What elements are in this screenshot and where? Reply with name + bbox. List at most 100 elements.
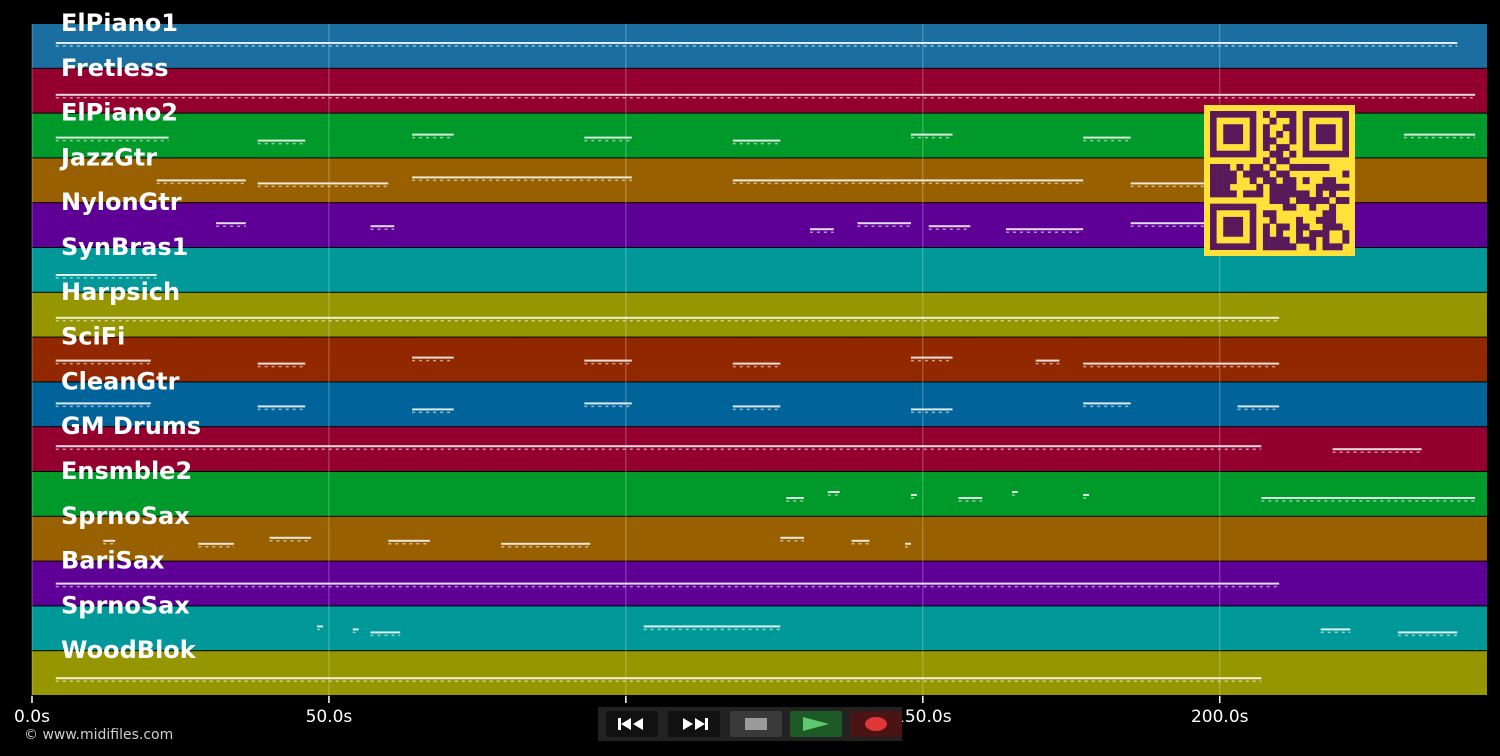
note-mark [412,408,454,411]
qr-code [1204,105,1355,256]
qr-module [1329,223,1337,231]
qr-module [1276,230,1284,238]
qr-module [1262,177,1270,185]
qr-module [1296,236,1303,244]
qr-module [1289,130,1297,138]
qr-module [1243,190,1251,198]
qr-module [1322,197,1330,204]
note-mark [1332,448,1422,451]
qr-module [1322,223,1330,231]
qr-module [1256,163,1264,171]
note-mark [257,182,389,185]
qr-module [1262,157,1270,165]
qr-module [1276,111,1284,118]
qr-module [1296,230,1303,238]
note-mark [786,497,805,499]
qr-module [1269,183,1277,191]
qr-module [1322,236,1330,244]
note-mark [370,225,395,228]
track-lane [32,472,1487,516]
note-mark [910,133,953,136]
qr-module [1269,216,1277,224]
note-mark [216,222,246,225]
qr-module [1210,170,1217,178]
note-mark [643,625,781,628]
qr-module [1229,190,1237,198]
play-button[interactable] [790,711,842,737]
qr-finder [1315,124,1336,145]
qr-module [1302,197,1310,204]
track-lane [32,337,1487,382]
note-mark [55,274,157,276]
qr-module [1342,197,1350,204]
qr-module [1282,144,1290,152]
track-lane [32,292,1487,337]
stop-button[interactable] [730,711,782,737]
qr-module [1276,236,1284,244]
note-mark [910,494,917,496]
qr-module [1335,243,1343,251]
track-lane [32,606,1487,651]
qr-module [1269,197,1277,204]
qr-module [1216,177,1224,185]
qr-module [1282,197,1290,204]
note-mark [928,225,971,228]
qr-module [1269,117,1277,125]
qr-module [1276,170,1284,178]
record-button[interactable] [850,711,902,737]
note-mark [257,139,306,142]
track-name-label: SprnoSax [61,591,190,619]
qr-module [1269,150,1277,158]
note-mark [1320,628,1351,631]
qr-module [1296,163,1303,171]
qr-module [1223,170,1231,178]
qr-module [1342,230,1350,238]
track-name-label: SciFi [61,323,125,351]
qr-module [1289,177,1297,185]
qr-module [1282,190,1290,198]
qr-module [1282,183,1290,191]
track-name-label: NylonGtr [61,188,182,216]
note-mark [1083,136,1131,139]
qr-module [1335,197,1343,204]
track-name-label: Ensmble2 [61,457,192,485]
qr-module [1249,190,1257,198]
track-lane [32,516,1487,561]
qr-module [1342,236,1350,244]
qr-module [1262,236,1270,244]
qr-module [1282,203,1290,211]
note-mark [584,136,632,139]
note-mark [257,362,306,365]
qr-module [1342,183,1350,191]
note-mark [1005,228,1084,231]
note-mark [910,408,953,411]
fast-forward-icon [683,718,708,730]
qr-module [1210,163,1217,171]
note-mark [352,628,359,631]
qr-module [1282,124,1290,132]
qr-module [1289,150,1297,158]
qr-module [1210,183,1217,191]
qr-module [1210,190,1217,198]
qr-module [1269,177,1277,185]
qr-module [1289,190,1297,198]
qr-module [1216,170,1224,178]
qr-module [1256,183,1264,191]
note-mark [198,542,234,545]
qr-module [1329,216,1337,224]
fast-forward-button[interactable] [668,711,720,737]
qr-module [1282,157,1290,165]
rewind-button[interactable] [606,711,658,737]
note-mark [55,42,1458,44]
qr-module [1309,197,1317,204]
axis-tick-label: 150.0s [894,707,952,727]
note-mark [732,362,781,365]
track-name-label: SynBras1 [61,233,188,261]
stop-icon [745,718,767,730]
note-mark [55,582,1280,585]
note-mark [732,139,781,142]
qr-module [1229,170,1237,178]
qr-module [1282,177,1290,185]
qr-module [1322,183,1330,191]
track-name-label: BariSax [61,547,165,575]
